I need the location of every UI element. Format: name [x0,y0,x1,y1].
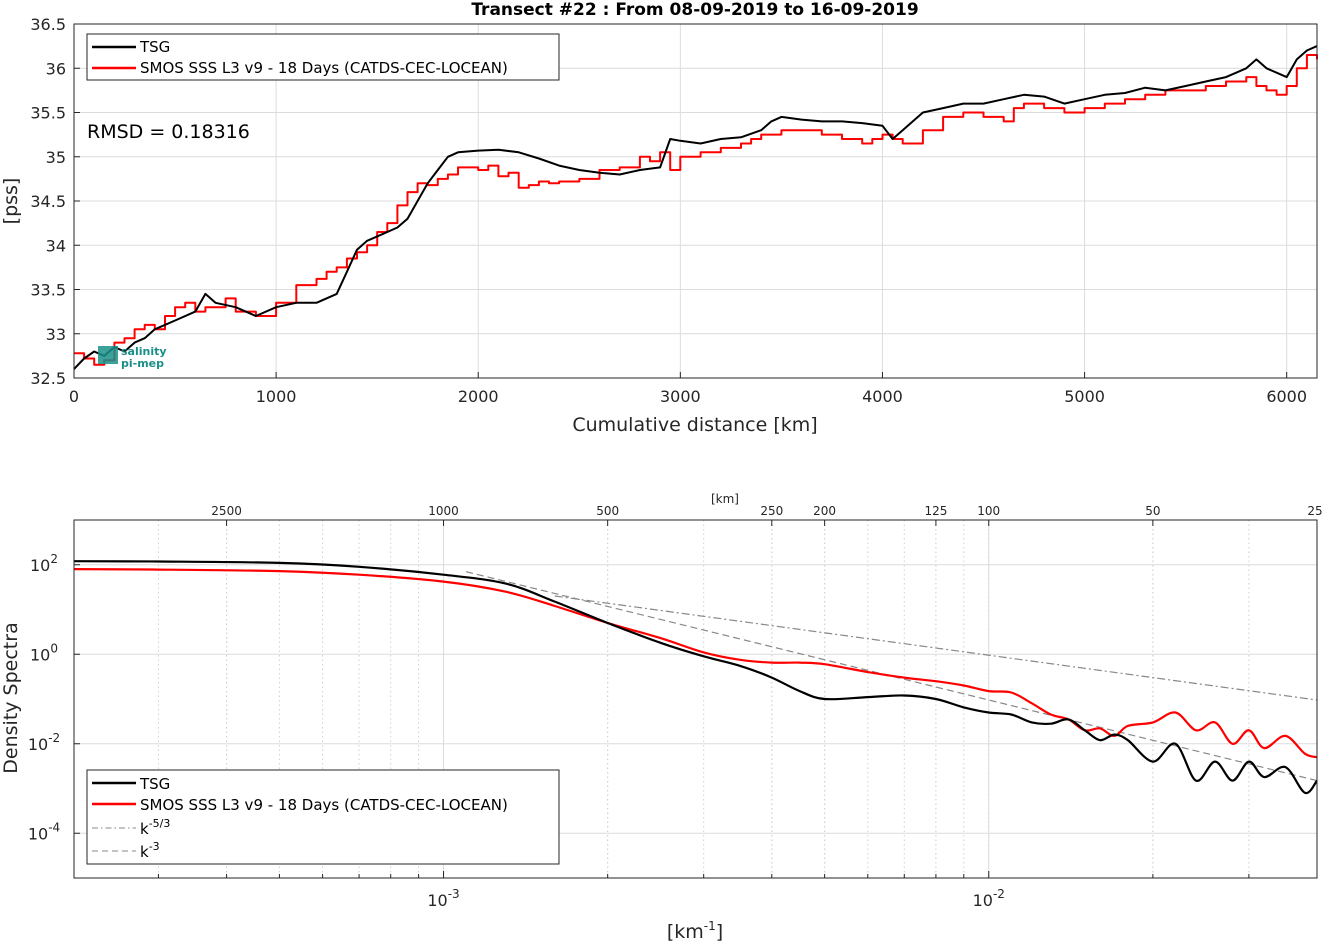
top-y-tick-label: 36.5 [30,15,66,34]
bottom-legend: TSG SMOS SSS L3 v9 - 18 Days (CATDS-CEC-… [86,769,560,865]
top-legend-smos-label: SMOS SSS L3 v9 - 18 Days (CATDS-CEC-LOCE… [140,59,508,77]
bottom-y-axis-label: Density Spectra [0,622,22,773]
chart-title: Transect #22 : From 08-09-2019 to 16-09-… [471,0,918,20]
salinity-transect-chart: Transect #22 : From 08-09-2019 to 16-09-… [0,0,1318,436]
top-legend-tsg-label: TSG [139,38,170,56]
bottom-top-km-ticks: 2500 1000 500 250 200 125 100 50 25 [211,504,1323,526]
top-x-tick-label: 1000 [256,387,297,406]
bottom-x-axis-label-exp: -1 [704,919,716,933]
tsg-spectrum-line [74,560,1317,795]
top-x-tick-label: 2000 [458,387,499,406]
bottom-top-tick-label: 500 [596,504,619,518]
k53-base: k [140,820,149,838]
top-x-tick-label: 0 [69,387,79,406]
bottom-top-tick-label: 25 [1307,504,1322,518]
top-y-tick-label: 36 [46,59,66,78]
salinity-pi-mep-logo: salinity pi-mep [98,345,167,370]
bottom-y-tick-label: 102 [30,552,58,575]
top-x-ticks: 0 1000 2000 3000 4000 5000 6000 [69,372,1307,406]
top-y-tick-label: 33.5 [30,281,66,300]
bottom-x-tick-label: 10-3 [427,887,459,910]
bottom-top-tick-label: 50 [1145,504,1160,518]
k3-base: k [140,843,149,861]
top-x-tick-label: 6000 [1266,387,1307,406]
k-5-3-reference-line [554,595,1317,701]
density-spectra-chart: 10-3 10-2 2500 1000 500 250 200 125 100 50 25 10-… [0,492,1323,942]
bottom-top-tick-label: 125 [924,504,947,518]
bottom-y-tick-label: 100 [30,641,58,664]
bottom-legend-k53-label: k-5/3 [140,817,170,838]
bottom-top-tick-label: 100 [977,504,1000,518]
top-x-tick-label: 3000 [660,387,701,406]
bottom-top-tick-label: 200 [813,504,836,518]
bottom-x-axis-label-base: [km [667,921,704,942]
bottom-y-tick-label: 10-2 [28,731,60,754]
logo-text-2: pi-mep [121,357,164,370]
logo-icon [98,346,118,364]
bottom-y-tick-label: 10-4 [28,820,60,843]
bottom-top-tick-label: 2500 [211,504,242,518]
top-km-axis-label: [km] [711,492,739,506]
bottom-x-axis-label-close: ] [716,921,723,942]
bottom-legend-k3-label: k-3 [140,840,160,861]
top-series [73,45,1318,370]
bottom-top-tick-label: 1000 [428,504,459,518]
top-x-axis-label: Cumulative distance [km] [572,414,817,436]
top-y-ticks: 32.5 33 33.5 34 34.5 35 35.5 36 36.5 [30,15,80,388]
bottom-x-tick-label: 10-2 [973,887,1005,910]
top-y-tick-label: 33 [46,325,66,344]
bottom-legend-tsg-label: TSG [139,775,170,793]
top-y-tick-label: 35.5 [30,104,66,123]
tsg-series-line [73,45,1318,370]
bottom-top-tick-label: 250 [760,504,783,518]
bottom-series [74,560,1317,795]
top-y-axis-label: [pss] [0,178,22,225]
bottom-y-ticks: 10-4 10-2 100 102 [28,552,80,843]
top-legend: TSG SMOS SSS L3 v9 - 18 Days (CATDS-CEC-… [86,33,560,81]
top-y-tick-label: 34 [46,236,66,255]
k3-exp: -3 [149,840,160,853]
bottom-x-axis-label: [km-1] [667,919,723,942]
top-y-tick-label: 34.5 [30,192,66,211]
bottom-x-ticks: 10-3 10-2 [157,871,1250,910]
top-y-tick-label: 35 [46,148,66,167]
top-x-tick-label: 5000 [1064,387,1105,406]
smos-series-line [74,54,1318,366]
bottom-legend-box [86,769,560,865]
bottom-plot-frame [73,519,1318,879]
logo-text: salinity [121,345,167,358]
rmsd-annotation: RMSD = 0.18316 [87,121,250,143]
k-3-reference-line [465,571,1317,782]
k53-exp: -5/3 [149,817,171,830]
top-y-tick-label: 32.5 [30,369,66,388]
bottom-legend-smos-label: SMOS SSS L3 v9 - 18 Days (CATDS-CEC-LOCE… [140,796,508,814]
top-legend-box [86,33,560,81]
smos-spectrum-line [74,568,1317,759]
top-x-tick-label: 4000 [862,387,903,406]
